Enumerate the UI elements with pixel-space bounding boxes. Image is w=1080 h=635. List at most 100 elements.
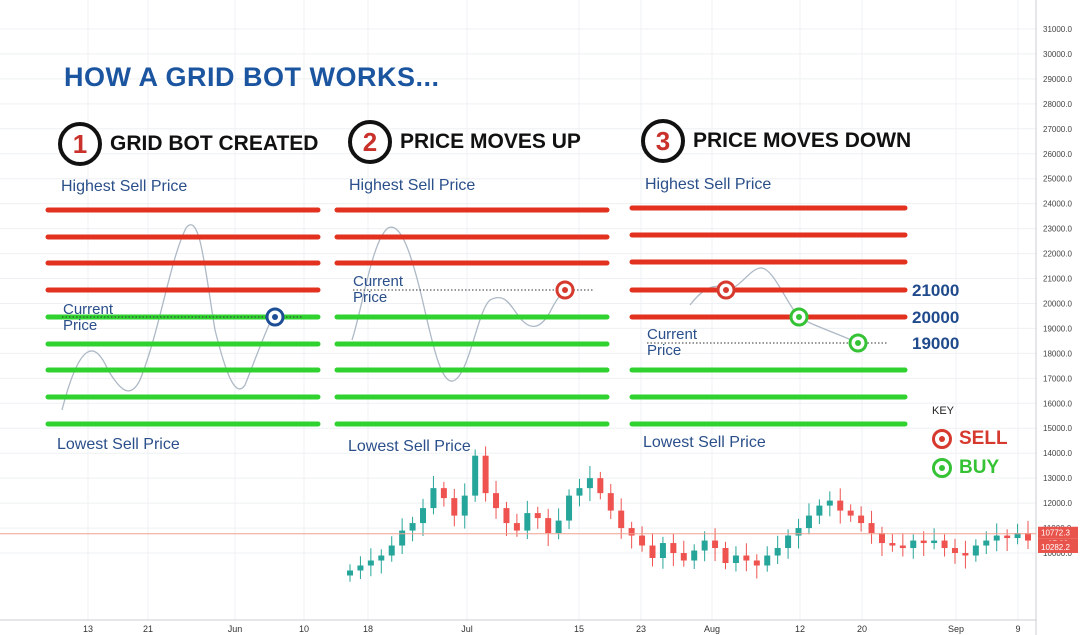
candle-body xyxy=(868,523,875,534)
x-tick-label: 10 xyxy=(299,624,309,634)
candle-body xyxy=(795,528,802,536)
candle-body xyxy=(367,560,374,566)
y-tick-label: 15000.0 xyxy=(1043,424,1072,433)
x-tick-label: Jul xyxy=(461,624,473,634)
candle-body xyxy=(597,478,604,494)
candle-body xyxy=(889,543,896,546)
page-title: HOW A GRID BOT WORKS... xyxy=(64,62,440,92)
candle-body xyxy=(639,535,646,546)
x-tick-label: 9 xyxy=(1015,624,1020,634)
x-tick-label: 13 xyxy=(83,624,93,634)
candle-body xyxy=(482,455,489,494)
y-tick-label: 27000.0 xyxy=(1043,125,1072,134)
candle-body xyxy=(440,488,447,499)
y-tick-label: 28000.0 xyxy=(1043,100,1072,109)
x-tick-label: Sep xyxy=(948,624,964,634)
buy-marker-dot xyxy=(796,314,802,320)
current-price-label: Current Price xyxy=(353,274,403,306)
panel-2-heading: 2 PRICE MOVES UP xyxy=(348,120,581,164)
current-label-line1: Current xyxy=(353,273,404,290)
candle-body xyxy=(451,498,458,516)
candle-body xyxy=(576,488,583,496)
level-label-19000: 19000 xyxy=(912,334,960,353)
candle-body xyxy=(472,455,479,496)
candle-body xyxy=(378,555,385,561)
candle-body xyxy=(962,553,969,556)
y-tick-label: 12000.0 xyxy=(1043,499,1072,508)
lowest-sell-price-label: Lowest Sell Price xyxy=(57,436,180,453)
y-tick-label: 14000.0 xyxy=(1043,449,1072,458)
candle-body xyxy=(420,508,427,524)
y-tick-label: 29000.0 xyxy=(1043,75,1072,84)
x-tick-label: 20 xyxy=(857,624,867,634)
x-tick-label: 15 xyxy=(574,624,584,634)
candlestick-series xyxy=(347,446,1031,582)
x-tick-label: 12 xyxy=(795,624,805,634)
panel-3 xyxy=(629,205,908,427)
candle-body xyxy=(785,535,792,549)
candle-body xyxy=(732,555,739,563)
y-tick-label: 13000.0 xyxy=(1043,474,1072,483)
candle-body xyxy=(722,548,729,563)
candle-body xyxy=(649,545,656,559)
key-title: KEY xyxy=(932,405,955,417)
candle-body xyxy=(826,500,833,506)
y-tick-label: 31000.0 xyxy=(1043,25,1072,34)
lowest-sell-price-label: Lowest Sell Price xyxy=(348,438,471,455)
chart-gridlines xyxy=(0,0,1036,620)
y-tick-label: 30000.0 xyxy=(1043,50,1072,59)
y-tick-label: 25000.0 xyxy=(1043,175,1072,184)
candle-body xyxy=(409,523,416,531)
step-number: 1 xyxy=(58,122,102,166)
highest-sell-price-label: Highest Sell Price xyxy=(61,178,188,195)
candle-body xyxy=(941,540,948,549)
current-price-label: Current Price xyxy=(63,302,113,334)
grid-panels xyxy=(45,205,908,427)
candle-body xyxy=(357,565,364,571)
key-sell-label: SELL xyxy=(959,428,1008,449)
candle-body xyxy=(712,540,719,549)
panel-3-heading: 3 PRICE MOVES DOWN xyxy=(641,119,911,163)
candle-body xyxy=(816,505,823,516)
lowest-sell-price-label: Lowest Sell Price xyxy=(643,434,766,451)
panel-1-heading: 1 GRID BOT CREATED xyxy=(58,122,318,166)
candle-body xyxy=(931,540,938,544)
candle-body xyxy=(910,540,917,549)
candle-body xyxy=(513,523,520,531)
x-tick-label: Jun xyxy=(228,624,243,634)
candle-body xyxy=(534,513,541,519)
level-label-21000: 21000 xyxy=(912,281,960,300)
sell-marker-icon xyxy=(932,429,952,449)
current-price-marker-dot xyxy=(272,314,278,320)
candle-body xyxy=(586,478,593,489)
candle-body xyxy=(607,493,614,511)
y-tick-label: 17000.0 xyxy=(1043,374,1072,383)
x-tick-label: 18 xyxy=(363,624,373,634)
price-path xyxy=(351,226,566,382)
x-tick-label: 21 xyxy=(143,624,153,634)
candle-body xyxy=(503,508,510,524)
candle-body xyxy=(1025,533,1031,541)
candle-body xyxy=(1004,535,1011,539)
y-tick-label: 22000.0 xyxy=(1043,250,1072,259)
candle-body xyxy=(430,488,437,509)
step-number: 3 xyxy=(641,119,685,163)
candle-body xyxy=(847,510,854,516)
candle-body xyxy=(399,530,406,546)
candle-body xyxy=(951,548,958,554)
candle-body xyxy=(972,545,979,556)
step-number: 2 xyxy=(348,120,392,164)
candle-body xyxy=(659,543,666,559)
y-tick-label: 18000.0 xyxy=(1043,349,1072,358)
current-label-line2: Price xyxy=(647,342,682,359)
x-tick-label: 23 xyxy=(636,624,646,634)
key-buy: BUY xyxy=(932,457,999,479)
step-title: PRICE MOVES UP xyxy=(400,130,581,153)
candle-body xyxy=(461,495,468,516)
low-tag xyxy=(1038,540,1078,553)
candle-body xyxy=(920,540,927,544)
price-tag xyxy=(1038,526,1078,539)
candle-body xyxy=(743,555,750,561)
highest-sell-price-label: Highest Sell Price xyxy=(645,176,772,193)
